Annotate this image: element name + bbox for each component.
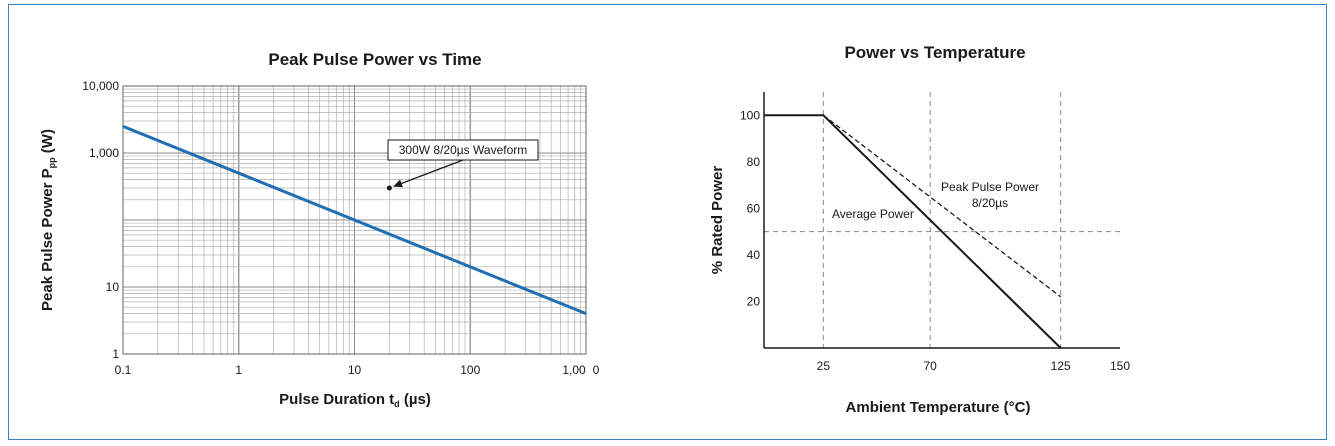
peak-pulse-power-label: Peak Pulse Power [941, 180, 1039, 194]
y-tick-label: 1,000 [89, 146, 119, 160]
x-tick-label-suffix: 0 [593, 363, 600, 377]
x-tick-label: 1 [235, 363, 242, 377]
x-label-subscript: d [394, 399, 400, 409]
annotation-arrowhead [393, 179, 403, 188]
x-tick-label: 100 [460, 363, 480, 377]
y-tick-label: 100 [740, 108, 760, 122]
x-tick-label: 1,00 [562, 363, 586, 377]
y-tick-label: 80 [747, 155, 761, 169]
y-tick-label: 60 [747, 201, 761, 215]
x-label-main: Pulse Duration t [279, 391, 394, 408]
chart1-series-line [122, 124, 587, 316]
y-tick-label: 10,000 [82, 79, 119, 93]
chart2-y-ticks: 20 40 60 80 100 [740, 108, 760, 308]
x-tick-label: 10 [348, 363, 362, 377]
chart2-x-ticks: 25 70 125 150 [817, 359, 1131, 373]
annotation-point [386, 185, 392, 191]
y-tick-label: 20 [747, 294, 761, 308]
peak-pulse-power-line [822, 114, 1062, 298]
y-label-subscript: pp [47, 157, 57, 168]
chart2-y-axis-label: % Rated Power [709, 166, 726, 275]
chart1-x-ticks: 0.1 1 10 100 1,00 0 [115, 363, 600, 377]
chart1-title: Peak Pulse Power vs Time [268, 50, 481, 69]
peak-pulse-power-label-waveform: 8/20µs [972, 196, 1008, 210]
chart1-x-axis-label: Pulse Duration td (µs) [279, 391, 431, 409]
x-label-unit: (µs) [400, 391, 431, 408]
chart1-y-ticks: 10,000 1,000 10 1 [82, 79, 119, 361]
annotation-arrow [398, 159, 464, 186]
x-tick-label: 150 [1110, 359, 1130, 373]
y-tick-label: 10 [106, 280, 120, 294]
y-tick-label: 40 [747, 248, 761, 262]
x-tick-label: 0.1 [115, 363, 132, 377]
chart1-plot-frame [122, 85, 587, 355]
x-tick-label: 125 [1051, 359, 1071, 373]
chart1-annotation: 300W 8/20µs Waveform [386, 139, 539, 191]
y-label-unit: (W) [39, 129, 56, 157]
average-power-label: Average Power [832, 207, 914, 221]
y-label-main: Peak Pulse Power P [39, 168, 56, 311]
chart1-y-axis-label: Peak Pulse Power Ppp (W) [39, 129, 57, 311]
x-tick-label: 70 [923, 359, 937, 373]
y-tick-label: 1 [112, 347, 119, 361]
annotation-text: 300W 8/20µs Waveform [399, 143, 528, 157]
chart2-x-axis-label: Ambient Temperature (°C) [846, 399, 1031, 416]
x-tick-label: 25 [817, 359, 831, 373]
chart2-reference-lines [764, 92, 1120, 348]
chart2-title: Power vs Temperature [844, 43, 1025, 62]
